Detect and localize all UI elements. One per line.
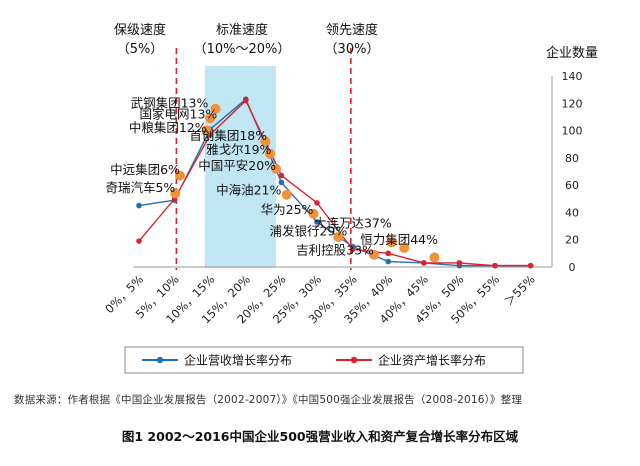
revenue-point [385, 258, 392, 265]
company-annotation: 恒力集团44% [360, 232, 438, 247]
company-marker [201, 125, 212, 136]
asset-point [456, 260, 463, 266]
asset-point [243, 97, 249, 104]
standard-speed-zone [204, 66, 277, 268]
revenue-legend-marker [156, 356, 164, 364]
company-annotation: 浦发银行29% [269, 224, 347, 239]
standard-speed-label: 标准速度 （10%～20%） [186, 21, 298, 59]
company-markers [170, 103, 440, 263]
y-tick-label: 0 [569, 261, 576, 274]
asset-legend-label: 企业资产增长率分布 [378, 353, 486, 368]
revenue-legend-label: 企业营收增长率分布 [184, 353, 292, 368]
zone-boundary-lines [175, 48, 352, 270]
company-annotation: 中国平安20% [198, 158, 276, 173]
company-marker [205, 113, 216, 124]
asset-series-line [138, 99, 531, 267]
asset-point [136, 238, 142, 244]
company-marker [174, 170, 185, 181]
plot-axes [133, 76, 553, 268]
company-annotation: 国家电网13% [140, 106, 218, 121]
company-marker [308, 208, 319, 219]
company-marker [260, 136, 271, 147]
x-tick-label: ＞55% [502, 272, 538, 308]
company-annotation: 奇瑞汽车5% [105, 180, 175, 195]
asset-point [421, 260, 427, 266]
leading-speed-title: 领先速度 [325, 23, 378, 38]
company-marker [368, 249, 379, 260]
revenue-point [314, 219, 320, 225]
leading-speed-range: （30%） [324, 42, 380, 57]
y-tick-label: 40 [565, 206, 579, 219]
company-marker [399, 242, 410, 253]
data-source-note: 数据来源：作者根据《中国企业发展报告（2002-2007）》《中国500强企业发… [14, 394, 523, 406]
y-tick-label: 80 [565, 152, 579, 165]
company-annotation: 吉利控股33% [296, 243, 374, 258]
asset-point [492, 262, 498, 269]
legend: 企业营收增长率分布 企业资产增长率分布 [124, 346, 524, 374]
y-tick-label: 120 [562, 97, 583, 110]
company-annotation: 中海油21% [216, 183, 281, 198]
company-marker [429, 252, 440, 263]
company-marker [265, 148, 276, 159]
y-tick-label: 20 [565, 234, 579, 247]
revenue-point [278, 179, 285, 186]
conservative-speed-range: （5%） [116, 42, 164, 57]
leading-speed-label: 领先速度 （30%） [312, 21, 392, 59]
company-marker [281, 189, 292, 200]
company-marker [386, 237, 397, 248]
y-axis-label: 企业数量 [546, 45, 598, 61]
company-marker [333, 231, 344, 242]
company-annotation: 武钢集团13% [131, 95, 209, 110]
company-annotation: 中远集团6% [110, 162, 180, 177]
company-annotations: 武钢集团13%国家电网13%中粮集团12% 中远集团6% 奇瑞汽车5% 首创集团18%… [105, 95, 438, 257]
company-annotation: 中粮集团12% [129, 120, 207, 135]
y-tick-label: 100 [562, 125, 583, 138]
company-marker [170, 188, 181, 199]
asset-point [385, 250, 392, 257]
y-tick-label: 140 [562, 70, 583, 83]
company-marker [271, 163, 282, 174]
asset-legend-marker [350, 356, 358, 364]
conservative-speed-label: 保级速度 （5%） [100, 21, 180, 59]
company-annotation: 雅戈尔19% [206, 142, 271, 157]
company-annotation: 大连万达37% [314, 215, 392, 230]
company-annotation: 首创集团18% [189, 128, 267, 143]
company-marker [210, 103, 221, 114]
asset-point [314, 200, 320, 206]
revenue-point [136, 202, 142, 209]
standard-speed-range: （10%～20%） [193, 42, 291, 57]
asset-point [278, 172, 285, 179]
conservative-speed-title: 保级速度 [113, 23, 166, 38]
company-annotation: 华为25% [261, 202, 314, 217]
y-axis-ticks: 0 20 40 60 80 100 120 140 [562, 70, 583, 274]
standard-speed-title: 标准速度 [215, 23, 268, 38]
x-axis-ticks: 0%，5%5%，10%10%，15%15%，20%20%，25%25%，30%3… [102, 272, 537, 326]
asset-point [349, 246, 356, 253]
asset-point [527, 262, 534, 269]
y-tick-label: 60 [565, 179, 579, 192]
figure-caption: 图1 2002～2016中国企业500强营业收入和资产复合增长率分布区域 [121, 429, 519, 444]
